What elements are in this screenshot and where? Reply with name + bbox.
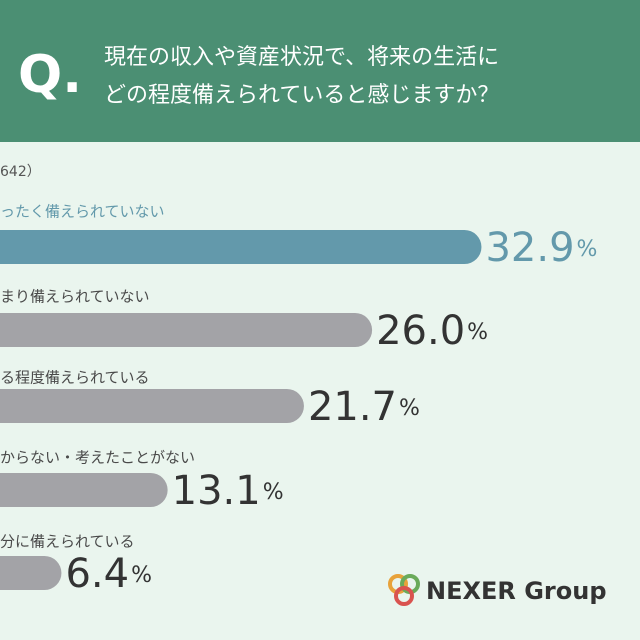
value-label: 26.0% [376, 308, 488, 354]
value-label: 32.9% [485, 225, 597, 271]
question-line: どの程度備えられていると感じますか？ [104, 83, 499, 108]
header-band [0, 0, 640, 142]
category-label: 分に備えられている [0, 533, 135, 551]
category-label: ったく備えられていない [0, 203, 165, 221]
question-line: 現在の収入や資産状況で、将来の生活に [104, 45, 499, 70]
sample-note: 642） [0, 164, 41, 180]
value-label: 21.7% [308, 384, 420, 430]
logo-text: NEXER Group [426, 577, 607, 605]
category-label: まり備えられていない [0, 288, 150, 306]
bar [0, 389, 304, 423]
bar [0, 556, 62, 590]
value-label: 6.4% [65, 551, 152, 597]
bar [0, 230, 482, 264]
logo-icon [394, 586, 414, 606]
q-mark: Q. [18, 45, 82, 105]
value-label: 13.1% [172, 468, 284, 514]
bar [0, 473, 168, 507]
logo: NEXER Group [388, 574, 607, 606]
category-label: からない・考えたことがない [0, 449, 195, 467]
bar [0, 313, 373, 347]
category-label: る程度備えられている [0, 369, 150, 387]
